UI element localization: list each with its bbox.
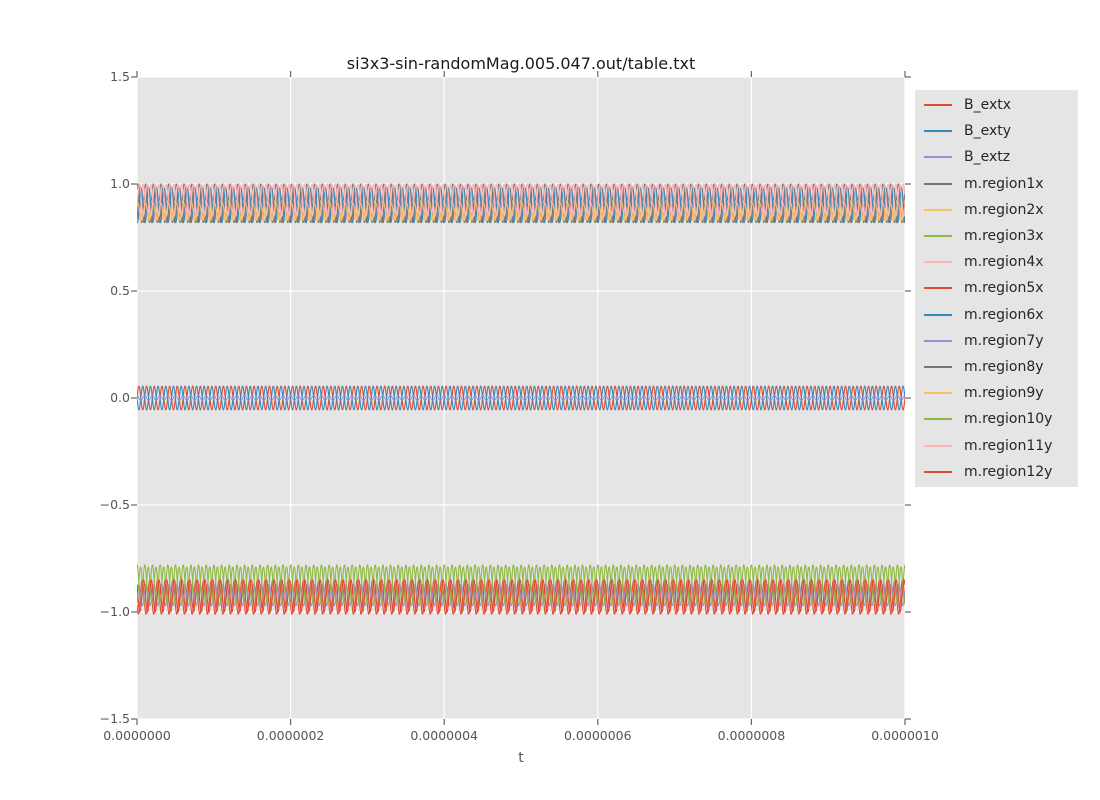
x-axis-label: t	[518, 750, 524, 766]
legend-item: m.region2x	[915, 198, 1078, 222]
legend-label: m.region4x	[964, 254, 1044, 271]
legend: B_extx B_exty B_extz m.region1x m.region2x m.…	[915, 90, 1078, 487]
legend-label: m.region7y	[964, 332, 1044, 349]
y-tick-label: 1.5	[110, 69, 130, 84]
legend-label: m.region10y	[964, 411, 1053, 428]
y-tick-label: 0.0	[110, 390, 130, 405]
x-tick-label: 0.0000008	[717, 728, 786, 743]
legend-item: m.region6x	[915, 303, 1078, 327]
chart-title: si3x3-sin-randomMag.005.047.out/table.tx…	[346, 54, 696, 73]
legend-line-sample	[924, 470, 952, 473]
legend-item: m.region12y	[915, 460, 1078, 484]
legend-item: m.region1x	[915, 172, 1078, 196]
legend-line-sample	[924, 418, 952, 421]
x-tick-label: 0.0000000	[103, 728, 171, 743]
legend-line-sample	[924, 104, 952, 107]
legend-line-sample	[924, 365, 952, 368]
x-tick-label: 0.0000010	[871, 728, 939, 743]
legend-item: B_extx	[915, 93, 1078, 117]
legend-line-sample	[924, 339, 952, 342]
legend-item: m.region5x	[915, 276, 1078, 300]
x-tick-label: 0.0000006	[563, 728, 632, 743]
y-tick-label: −1.0	[99, 604, 130, 619]
legend-line-sample	[924, 208, 952, 211]
legend-label: m.region1x	[964, 175, 1044, 192]
x-tick-label: 0.0000002	[256, 728, 325, 743]
legend-line-sample	[924, 235, 952, 238]
legend-item: m.region11y	[915, 434, 1078, 458]
legend-label: m.region5x	[964, 280, 1044, 297]
legend-item: m.region9y	[915, 381, 1078, 405]
series-m.region7y	[137, 583, 905, 607]
legend-label: m.region11y	[964, 437, 1053, 454]
legend-line-sample	[924, 156, 952, 159]
legend-item: m.region10y	[915, 407, 1078, 431]
legend-item: m.region4x	[915, 250, 1078, 274]
legend-label: B_exty	[964, 123, 1012, 140]
legend-label: m.region3x	[964, 228, 1044, 245]
series-B_extz	[137, 395, 905, 401]
legend-line-sample	[924, 130, 952, 133]
legend-label: m.region12y	[964, 463, 1053, 480]
legend-line-sample	[924, 261, 952, 264]
y-tick-label: −0.5	[99, 497, 130, 512]
legend-item: m.region3x	[915, 224, 1078, 248]
legend-item: m.region8y	[915, 355, 1078, 379]
legend-line-sample	[924, 392, 952, 395]
legend-label: m.region6x	[964, 306, 1044, 323]
legend-item: B_extz	[915, 145, 1078, 169]
y-tick-label: −1.5	[99, 711, 130, 726]
legend-label: m.region2x	[964, 201, 1044, 218]
y-tick-label: 1.0	[110, 176, 130, 191]
legend-line-sample	[924, 313, 952, 316]
series-group	[137, 183, 905, 615]
legend-label: m.region9y	[964, 385, 1044, 402]
legend-line-sample	[924, 287, 952, 290]
series-m.region11y	[137, 183, 905, 217]
legend-label: B_extz	[964, 149, 1011, 166]
legend-line-sample	[924, 182, 952, 185]
series-m.region10y	[137, 566, 905, 605]
legend-item: m.region7y	[915, 329, 1078, 353]
x-tick-label: 0.0000004	[410, 728, 478, 743]
legend-line-sample	[924, 444, 952, 447]
series-m.region12y	[137, 579, 905, 613]
legend-item: B_exty	[915, 119, 1078, 143]
legend-label: B_extx	[964, 97, 1012, 114]
legend-label: m.region8y	[964, 358, 1044, 375]
y-tick-label: 0.5	[110, 283, 130, 298]
series-B_exty	[137, 385, 905, 411]
